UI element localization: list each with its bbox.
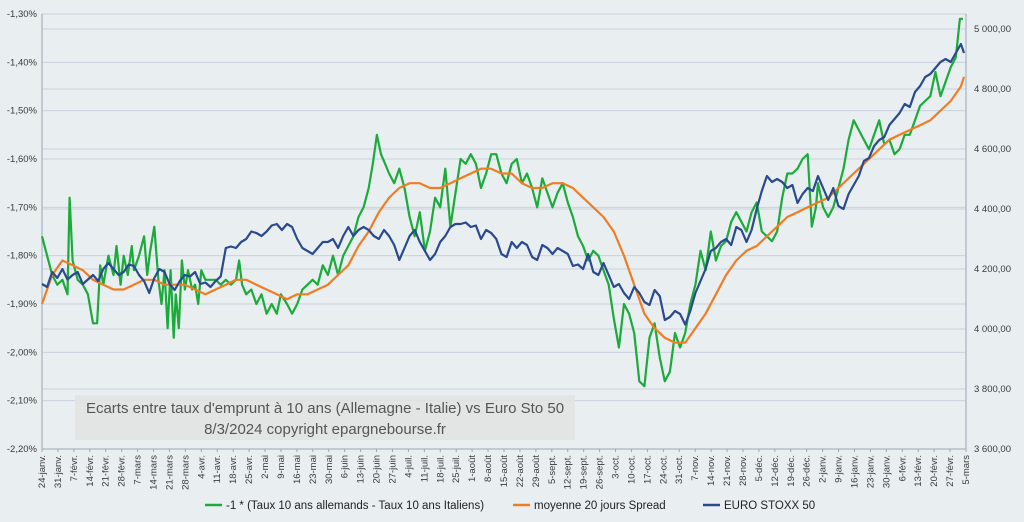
x-tick-label: 19-déc.	[786, 455, 797, 487]
x-tick-label: 2-mai	[260, 455, 271, 479]
x-tick-label: 13-juin	[356, 455, 367, 484]
x-tick-label: 2-janv.	[818, 455, 829, 483]
x-tick-label: 7-févr.	[69, 455, 80, 481]
left-axis: -1,30% -1,40% -1,50% -1,60% -1,70% -1,80% -1,9…	[7, 9, 38, 455]
y-right-tick-label: 4 800,00	[974, 84, 1011, 95]
legend-item-moyenne: moyenne 20 jours Spread	[513, 500, 666, 512]
x-tick-label: 9-janv.	[834, 455, 845, 483]
x-tick-label: 14-févr.	[85, 455, 96, 487]
x-tick-label: 18-avr.	[228, 455, 239, 484]
x-tick-label: 30-janv.	[881, 455, 892, 488]
x-tick-label: 24-janv.	[37, 455, 48, 488]
y-left-tick-label: -1,70%	[7, 202, 38, 213]
series-layer	[40, 17, 966, 388]
y-left-tick-label: -1,50%	[7, 106, 38, 117]
x-tick-label: 23-janv.	[865, 455, 876, 488]
x-tick-label: 24-oct.	[658, 455, 669, 484]
y-right-tick-label: 5 000,00	[974, 24, 1011, 35]
y-left-tick-label: -2,10%	[7, 396, 38, 407]
x-tick-label: 31-janv.	[53, 455, 64, 488]
x-tick-label: 5-mars	[961, 455, 972, 485]
x-tick-label: 15-août	[499, 455, 510, 488]
x-tick-label: 28-févr.	[117, 455, 128, 487]
x-tick-label: 25-avr.	[244, 455, 255, 484]
x-tick-label: 25-juil.	[451, 455, 462, 483]
x-tick-label: 16-janv.	[849, 455, 860, 488]
x-tick-label: 20-juin	[372, 455, 383, 484]
y-left-tick-label: -1,80%	[7, 251, 38, 262]
x-tick-label: 30-mai	[324, 455, 335, 484]
legend-label-moyenne: moyenne 20 jours Spread	[534, 500, 666, 512]
x-tick-label: 5-déc.	[754, 455, 765, 481]
x-tick-label: 16-mai	[292, 455, 303, 484]
y-right-tick-label: 3 800,00	[974, 384, 1011, 395]
y-left-tick-label: -1,60%	[7, 154, 38, 165]
y-left-tick-label: -1,40%	[7, 57, 38, 68]
x-tick-label: 17-oct.	[642, 455, 653, 484]
legend-item-stoxx: EURO STOXX 50	[703, 500, 815, 512]
x-tick-label: 21-mars	[164, 455, 175, 490]
x-tick-label: 4-juil.	[403, 455, 414, 478]
x-tick-label: 7-nov.	[690, 455, 701, 481]
x-tick-label: 8-août	[483, 455, 494, 482]
note-title-line-1: Ecarts entre taux d'emprunt à 10 ans (Al…	[86, 400, 564, 417]
x-tick-label: 29-août	[531, 455, 542, 488]
x-tick-label: 10-oct.	[626, 455, 637, 484]
y-right-tick-label: 4 600,00	[974, 144, 1011, 155]
x-tick-label: 18-juil.	[435, 455, 446, 483]
x-tick-label: 11-avr.	[212, 455, 223, 483]
x-tick-label: 12-sept.	[563, 455, 574, 489]
y-right-tick-label: 4 400,00	[974, 204, 1011, 215]
note-box: Ecarts entre taux d'emprunt à 10 ans (Al…	[75, 395, 575, 440]
note-title-line-2: 8/3/2024 copyright epargnebourse.fr	[204, 421, 446, 438]
x-axis: 24-janv. 31-janv. 7-févr. 14-févr. 21-févr. 2…	[37, 449, 972, 490]
x-tick-label: 27-févr.	[945, 455, 956, 487]
legend: -1 * (Taux 10 ans allemands - Taux 10 an…	[205, 500, 815, 512]
x-tick-label: 6-févr.	[897, 455, 908, 481]
series-stoxx-line	[41, 42, 966, 326]
y-left-tick-label: -2,00%	[7, 347, 38, 358]
x-tick-label: 13-févr.	[913, 455, 924, 487]
y-left-tick-label: -1,90%	[7, 299, 38, 310]
x-tick-label: 14-nov.	[706, 455, 717, 486]
y-right-tick-label: 4 200,00	[974, 264, 1011, 275]
x-tick-label: 14-mars	[149, 455, 160, 490]
legend-label-spread: -1 * (Taux 10 ans allemands - Taux 10 an…	[226, 500, 484, 512]
y-left-tick-label: -1,30%	[7, 9, 38, 20]
x-tick-label: 23-mai	[308, 455, 319, 484]
x-tick-label: 26-déc.	[802, 455, 813, 487]
x-tick-label: 20-févr.	[929, 455, 940, 487]
x-tick-label: 22-août	[515, 455, 526, 488]
x-tick-label: 4-avr.	[196, 455, 207, 479]
x-tick-label: 6-juin	[340, 455, 351, 478]
x-tick-label: 5-sept.	[547, 455, 558, 484]
series-spread-line	[40, 17, 963, 388]
x-tick-label: 7-mars	[133, 455, 144, 485]
x-tick-label: 3-oct.	[611, 455, 622, 479]
right-axis: 5 000,00 4 800,00 4 600,00 4 400,00 4 200,00…	[974, 24, 1011, 455]
legend-item-spread: -1 * (Taux 10 ans allemands - Taux 10 an…	[205, 500, 484, 512]
x-tick-label: 1-août	[467, 455, 478, 482]
x-tick-label: 27-juin	[387, 455, 398, 484]
x-tick-label: 21-nov.	[722, 455, 733, 486]
x-tick-label: 31-oct.	[674, 455, 685, 484]
x-tick-label: 9-mai	[276, 455, 287, 479]
x-tick-label: 19-sept.	[579, 455, 590, 489]
y-left-tick-label: -2,20%	[7, 444, 38, 455]
x-tick-label: 28-mars	[180, 455, 191, 490]
series-moyenne-line	[40, 76, 966, 344]
x-tick-label: 26-sept.	[595, 455, 606, 489]
x-tick-label: 21-févr.	[101, 455, 112, 487]
y-right-tick-label: 3 600,00	[974, 444, 1011, 455]
x-tick-label: 11-juil.	[419, 455, 430, 482]
legend-label-stoxx: EURO STOXX 50	[724, 500, 815, 512]
y-right-tick-label: 4 000,00	[974, 324, 1011, 335]
x-tick-label: 12-déc.	[770, 455, 781, 487]
x-tick-label: 28-nov.	[738, 455, 749, 486]
